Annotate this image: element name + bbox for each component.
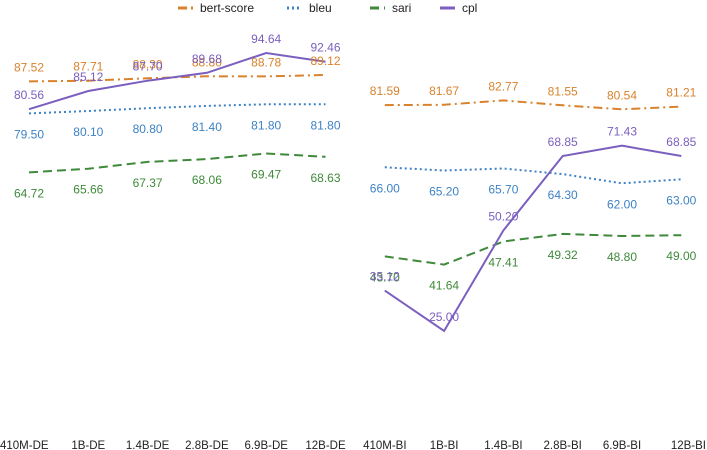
series-lines xyxy=(28,51,682,333)
data-label-cpl-12b-bi: 68.85 xyxy=(666,135,696,149)
series-line-cpl-de xyxy=(28,51,326,111)
x-axis-ticks: 410M-DE 1B-DE 1.4B-DE 2.8B-DE 6.9B-DE 12B-DE 4… xyxy=(0,440,706,450)
x-tick-2.8b-bi: 2.8B-BI xyxy=(544,440,582,450)
data-label-bleu-2.8b-de: 81.40 xyxy=(192,120,222,134)
x-tick-410m-de: 410M-DE xyxy=(0,440,49,450)
x-tick-410m-bi: 410M-BI xyxy=(363,440,406,450)
x-tick-2.8b-de: 2.8B-DE xyxy=(185,440,229,450)
data-label-cpl-1.4b-de: 87.70 xyxy=(133,60,163,74)
legend-item-bleu: bleu xyxy=(287,1,332,15)
data-label-cpl-1b-bi: 25.00 xyxy=(429,310,459,324)
data-label-bert-score-1b-bi: 81.67 xyxy=(429,84,459,98)
data-label-bert-score-6.9b-de: 88.78 xyxy=(251,55,281,69)
x-tick-12b-de: 12B-DE xyxy=(305,440,346,450)
series-line-sari-de xyxy=(28,152,326,174)
data-label-bert-score-410m-de: 87.52 xyxy=(14,60,44,74)
series-line-cpl-bi xyxy=(384,144,682,333)
data-label-cpl-6.9b-de: 94.64 xyxy=(251,32,281,46)
data-label-bleu-12b-bi: 63.00 xyxy=(666,193,696,207)
legend: bert-score bleu sari cpl xyxy=(178,1,477,15)
data-label-bert-score-6.9b-bi: 80.54 xyxy=(607,88,637,102)
data-label-bert-score-12b-bi: 81.21 xyxy=(666,86,696,100)
legend-item-cpl: cpl xyxy=(440,1,477,15)
data-label-cpl-1.4b-bi: 50.20 xyxy=(488,209,518,223)
series-line-sari-bi xyxy=(384,232,682,266)
data-label-bleu-1b-de: 80.10 xyxy=(73,125,103,139)
data-label-cpl-2.8b-bi: 68.85 xyxy=(548,135,578,149)
data-label-bleu-410m-bi: 66.00 xyxy=(370,181,400,195)
legend-label-sari: sari xyxy=(392,1,411,15)
data-label-bleu-12b-de: 81.80 xyxy=(310,118,340,132)
data-label-bert-score-2.8b-de: 88.80 xyxy=(192,55,222,69)
data-label-bert-score-1.4b-de: 88.30 xyxy=(133,57,163,71)
data-label-bert-score-1.4b-bi: 82.77 xyxy=(488,79,518,93)
series-line-bert-score-de xyxy=(28,74,326,83)
data-label-bleu-2.8b-bi: 64.30 xyxy=(548,188,578,202)
legend-label-bleu: bleu xyxy=(309,1,332,15)
data-label-cpl-12b-de: 92.46 xyxy=(310,41,340,55)
data-label-sari-2.8b-de: 68.06 xyxy=(192,173,222,187)
data-label-bert-score-2.8b-bi: 81.55 xyxy=(548,84,578,98)
data-label-sari-6.9b-de: 69.47 xyxy=(251,168,281,182)
data-label-bleu-1.4b-bi: 65.70 xyxy=(488,183,518,197)
data-label-bleu-6.9b-de: 81.80 xyxy=(251,118,281,132)
series-line-bleu-de xyxy=(28,103,326,115)
data-label-cpl-410m-bi: 35.12 xyxy=(370,270,400,284)
data-label-sari-1b-bi: 41.64 xyxy=(429,279,459,293)
data-label-bert-score-12b-de: 89.12 xyxy=(310,54,340,68)
data-label-sari-410m-de: 64.72 xyxy=(14,186,44,200)
x-tick-1.4b-bi: 1.4B-BI xyxy=(484,440,522,450)
x-tick-1.4b-de: 1.4B-DE xyxy=(126,440,170,450)
data-label-cpl-1b-de: 85.12 xyxy=(73,70,103,84)
data-label-bleu-410m-de: 79.50 xyxy=(14,127,44,141)
x-tick-1b-de: 1B-DE xyxy=(71,440,105,450)
series-line-bert-score-bi xyxy=(384,99,682,111)
data-label-bert-score-1b-de: 87.71 xyxy=(73,60,103,74)
data-label-sari-1.4b-bi: 47.41 xyxy=(488,256,518,270)
data-label-cpl-410m-de: 80.56 xyxy=(14,88,44,102)
data-label-bleu-1.4b-de: 80.80 xyxy=(133,122,163,136)
data-label-sari-2.8b-bi: 49.32 xyxy=(548,248,578,262)
legend-item-sari: sari xyxy=(370,1,411,15)
data-label-sari-12b-de: 68.63 xyxy=(310,171,340,185)
data-label-bleu-1b-bi: 65.20 xyxy=(429,185,459,199)
x-tick-6.9b-bi: 6.9B-BI xyxy=(603,440,641,450)
data-label-sari-6.9b-bi: 48.80 xyxy=(607,250,637,264)
data-label-sari-1b-de: 65.66 xyxy=(73,183,103,197)
series-line-bleu-bi xyxy=(384,166,682,185)
data-label-bleu-6.9b-bi: 62.00 xyxy=(607,197,637,211)
data-label-sari-1.4b-de: 67.37 xyxy=(133,176,163,190)
data-label-bert-score-410m-bi: 81.59 xyxy=(370,84,400,98)
data-label-sari-12b-bi: 49.00 xyxy=(666,249,696,263)
x-tick-1b-bi: 1B-BI xyxy=(430,440,459,450)
data-labels: 87.52 87.71 88.30 88.80 88.78 89.12 81.59 81.67… xyxy=(14,32,697,324)
legend-label-cpl: cpl xyxy=(462,1,477,15)
legend-item-bert-score: bert-score xyxy=(178,1,254,15)
legend-label-bert-score: bert-score xyxy=(200,1,254,15)
data-label-cpl-6.9b-bi: 71.43 xyxy=(607,125,637,139)
x-tick-6.9b-de: 6.9B-DE xyxy=(244,440,288,450)
x-tick-12b-bi: 12B-BI xyxy=(671,440,706,450)
data-label-cpl-2.8b-de: 89.68 xyxy=(192,52,222,66)
data-label-sari-410m-bi: 43.70 xyxy=(370,270,400,284)
